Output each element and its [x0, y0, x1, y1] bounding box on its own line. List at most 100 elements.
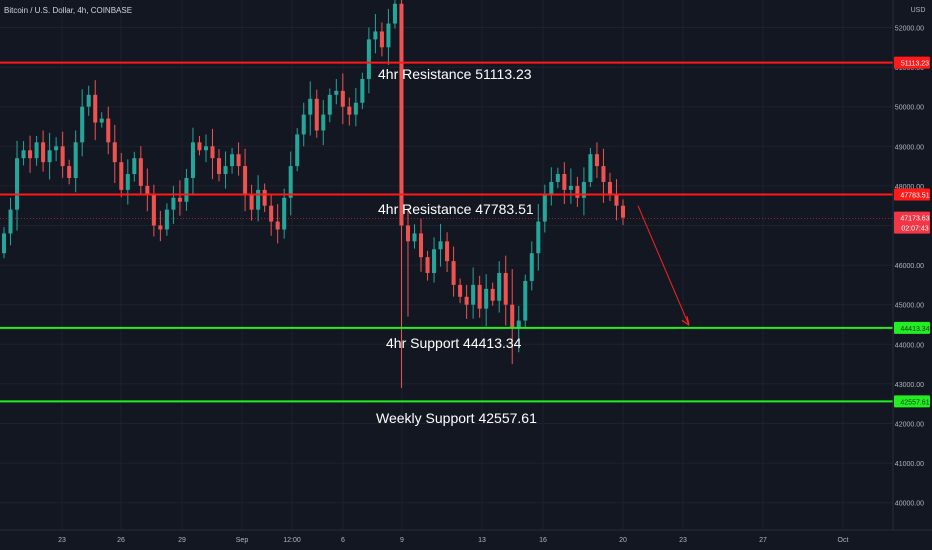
level-price-tag	[894, 395, 930, 408]
candle	[568, 185, 573, 190]
x-tick-label: Oct	[838, 537, 849, 544]
level-label: 4hr Resistance 51113.23	[378, 66, 532, 82]
candle	[510, 304, 515, 329]
candle	[308, 98, 313, 115]
x-tick-label: 13	[478, 537, 486, 544]
candle	[301, 114, 306, 135]
candle	[327, 94, 332, 115]
candle	[314, 98, 319, 131]
candle	[41, 142, 46, 163]
candle	[73, 142, 78, 178]
candle	[269, 205, 274, 222]
y-tick-label: 48000.00	[895, 184, 924, 191]
candle	[190, 142, 195, 178]
candle	[529, 253, 534, 281]
x-tick-label: 29	[178, 537, 186, 544]
last-price-tag	[894, 211, 930, 234]
candle	[581, 181, 586, 198]
candle	[34, 142, 39, 159]
candle	[288, 166, 293, 198]
candle	[477, 284, 482, 309]
candle	[464, 296, 469, 305]
candle	[575, 185, 580, 198]
candle	[230, 154, 235, 167]
candle	[223, 166, 228, 175]
candle	[21, 150, 26, 159]
candle	[516, 320, 521, 329]
candle	[438, 241, 443, 250]
y-tick-label: 40000.00	[895, 501, 924, 508]
candle	[8, 209, 13, 234]
level-price-tag-text: 51113.23	[901, 61, 929, 68]
candle	[177, 197, 182, 202]
projection-arrowhead	[681, 316, 690, 326]
candle	[197, 142, 202, 151]
candle	[210, 146, 215, 159]
level-price-tag-text: 47783.51	[900, 192, 929, 199]
candle	[236, 154, 241, 167]
candle	[164, 209, 169, 230]
candle	[386, 23, 391, 48]
candle	[321, 114, 326, 131]
candle	[60, 146, 65, 167]
candle	[392, 3, 397, 24]
level-label: 4hr Support 44413.34	[386, 335, 522, 351]
candle	[340, 90, 345, 107]
candle	[256, 189, 261, 210]
candle	[275, 221, 280, 230]
level-price-tag-text: 44413.34	[900, 326, 929, 333]
candle	[1, 233, 7, 254]
candle	[151, 193, 156, 226]
candle	[425, 257, 430, 274]
projection-arrow	[637, 205, 690, 326]
x-tick-label: Sep	[236, 537, 249, 544]
candle	[80, 106, 85, 143]
candle	[366, 39, 371, 79]
level-label: 4hr Resistance 47783.51	[378, 201, 534, 217]
y-tick-label: 46000.00	[895, 263, 924, 270]
countdown-text: 02:07:43	[901, 226, 928, 233]
x-tick-label: 16	[539, 537, 547, 544]
candle	[379, 31, 384, 48]
candle	[334, 90, 339, 95]
chart-title: Bitcoin / U.S. Dollar, 4h, COINBASE	[4, 6, 133, 15]
candle	[451, 261, 456, 285]
candle	[601, 166, 606, 182]
y-tick-label: 49000.00	[895, 144, 924, 151]
candle	[86, 94, 91, 107]
candle	[54, 146, 59, 151]
candle	[119, 162, 124, 190]
price-scale-panel	[893, 0, 932, 530]
candle	[132, 158, 137, 175]
candle	[432, 249, 437, 274]
candle	[158, 225, 163, 230]
y-tick-label: 50000.00	[895, 105, 924, 112]
y-tick-label: 44000.00	[895, 342, 924, 349]
y-tick-label: 41000.00	[895, 461, 924, 468]
candle	[171, 197, 176, 210]
candle	[399, 3, 404, 226]
level-price-tag	[894, 321, 930, 334]
candle	[373, 31, 378, 40]
candle	[138, 158, 143, 186]
candle	[542, 193, 547, 222]
candle	[412, 233, 417, 242]
level-price-tag-text: 42557.61	[900, 399, 929, 406]
candle	[282, 197, 287, 230]
x-tick-label: 23	[58, 537, 66, 544]
level-price-tag	[894, 56, 930, 69]
candle	[405, 225, 410, 242]
candle	[503, 273, 508, 305]
candle	[295, 134, 300, 167]
x-tick-label: 6	[341, 537, 345, 544]
candle	[523, 280, 528, 321]
x-tick-label: 27	[759, 537, 767, 544]
candle	[536, 221, 541, 254]
candle	[555, 174, 560, 182]
currency-label: USD	[911, 7, 926, 14]
candle	[15, 158, 20, 210]
y-tick-label: 45000.00	[895, 303, 924, 310]
candle	[249, 193, 254, 210]
